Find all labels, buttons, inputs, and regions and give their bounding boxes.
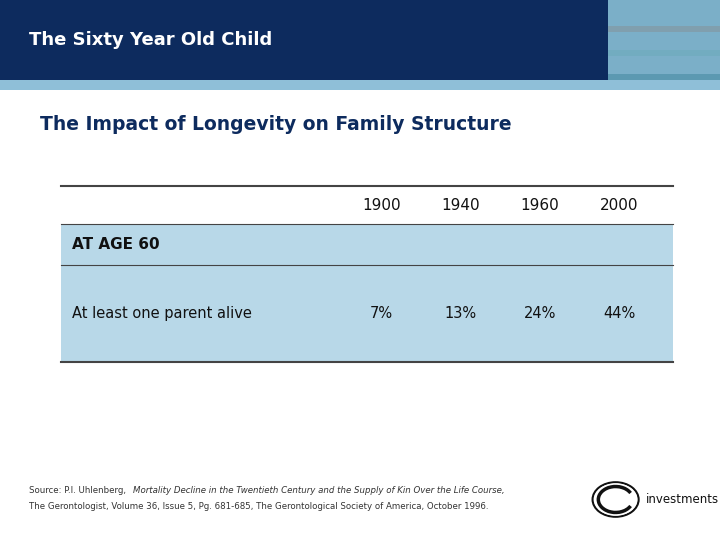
Bar bbox=[608, 0, 720, 80]
Text: 44%: 44% bbox=[603, 306, 635, 321]
Text: 2000: 2000 bbox=[600, 198, 639, 213]
Text: 7%: 7% bbox=[370, 306, 393, 321]
Bar bbox=[608, 73, 720, 80]
Text: 13%: 13% bbox=[445, 306, 477, 321]
Text: 1960: 1960 bbox=[521, 198, 559, 213]
Text: Source: P.I. Uhlenberg,: Source: P.I. Uhlenberg, bbox=[29, 486, 129, 495]
Bar bbox=[0, 80, 720, 90]
Text: 1900: 1900 bbox=[362, 198, 401, 213]
Bar bbox=[0, 0, 720, 80]
Text: At least one parent alive: At least one parent alive bbox=[72, 306, 252, 321]
Text: AT AGE 60: AT AGE 60 bbox=[72, 237, 160, 252]
Text: investments: investments bbox=[646, 493, 719, 506]
Text: The Sixty Year Old Child: The Sixty Year Old Child bbox=[29, 31, 272, 49]
Bar bbox=[61, 224, 673, 362]
Text: 24%: 24% bbox=[524, 306, 556, 321]
Circle shape bbox=[594, 483, 637, 516]
Bar bbox=[608, 25, 720, 32]
Text: The Gerontologist, Volume 36, Issue 5, Pg. 681-685, The Gerontological Society o: The Gerontologist, Volume 36, Issue 5, P… bbox=[29, 502, 488, 511]
Text: Mortality Decline in the Twentieth Century and the Supply of Kin Over the Life C: Mortality Decline in the Twentieth Centu… bbox=[133, 486, 505, 495]
Text: 1940: 1940 bbox=[441, 198, 480, 213]
Bar bbox=[608, 50, 720, 56]
Text: The Impact of Longevity on Family Structure: The Impact of Longevity on Family Struct… bbox=[40, 114, 511, 134]
